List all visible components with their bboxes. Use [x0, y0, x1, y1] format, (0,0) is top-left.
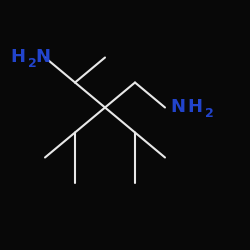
Text: N: N: [170, 98, 185, 116]
Text: H: H: [188, 98, 202, 116]
Text: 2: 2: [28, 57, 36, 70]
Text: N: N: [35, 48, 50, 66]
Text: H: H: [10, 48, 25, 66]
Text: 2: 2: [205, 107, 214, 120]
